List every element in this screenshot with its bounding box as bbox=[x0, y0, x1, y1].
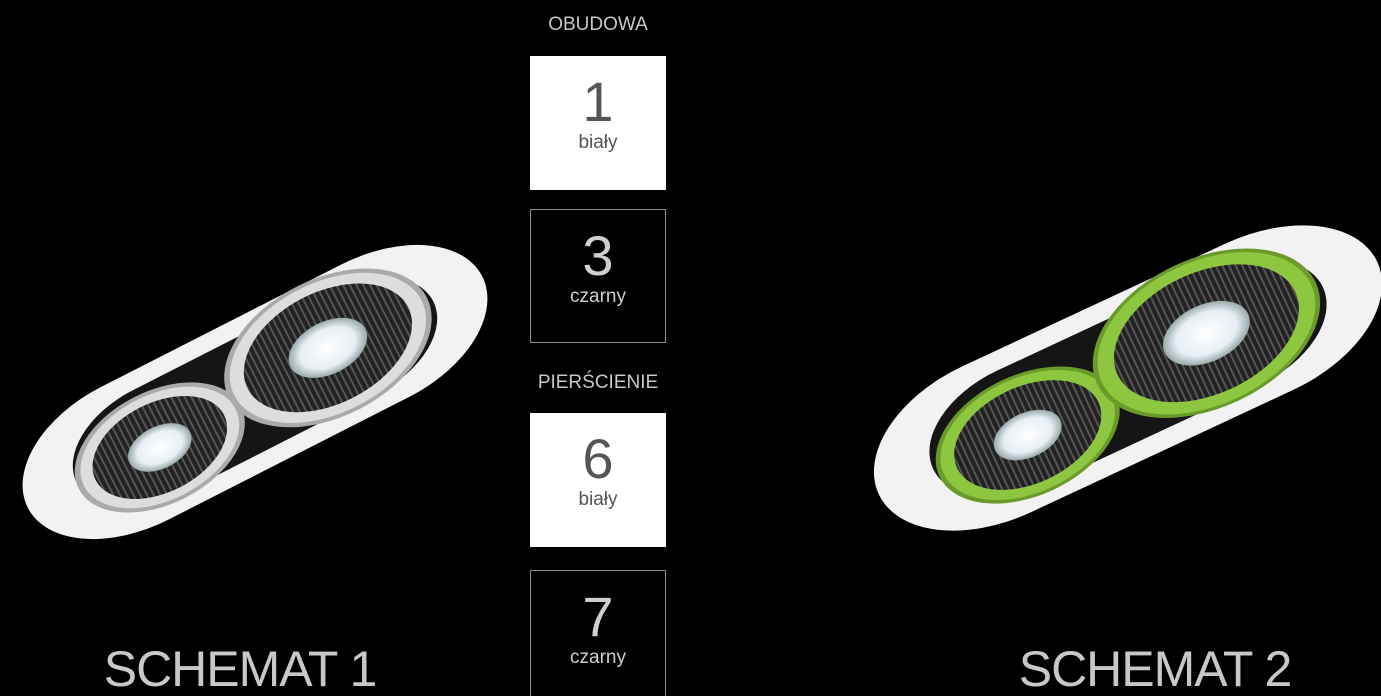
lamp-renders bbox=[0, 0, 1381, 696]
option-tile[interactable]: 7 czarny bbox=[530, 570, 666, 696]
configurator: OBUDOWA 1 biały 3 czarny PIERŚCIENIE 6 b… bbox=[0, 0, 1381, 696]
option-tile[interactable]: 1 biały bbox=[530, 56, 666, 190]
option-number: 1 bbox=[530, 74, 666, 130]
option-label: czarny bbox=[531, 647, 665, 669]
section-title: OBUDOWA bbox=[520, 14, 676, 36]
option-number: 3 bbox=[531, 228, 665, 284]
lamp-scheme-1 bbox=[0, 210, 516, 574]
option-tile[interactable]: 3 czarny bbox=[530, 209, 666, 343]
section-title: PIERŚCIENIE bbox=[520, 372, 676, 394]
scheme-title[interactable]: SCHEMAT 1 bbox=[40, 640, 440, 696]
scheme-title[interactable]: SCHEMAT 2 bbox=[955, 640, 1355, 696]
option-number: 7 bbox=[531, 589, 665, 645]
option-label: biały bbox=[530, 132, 666, 154]
lamp-scheme-2 bbox=[845, 189, 1381, 568]
option-tile[interactable]: 6 biały bbox=[530, 413, 666, 547]
option-number: 6 bbox=[530, 431, 666, 487]
option-label: biały bbox=[530, 489, 666, 511]
option-label: czarny bbox=[531, 286, 665, 308]
